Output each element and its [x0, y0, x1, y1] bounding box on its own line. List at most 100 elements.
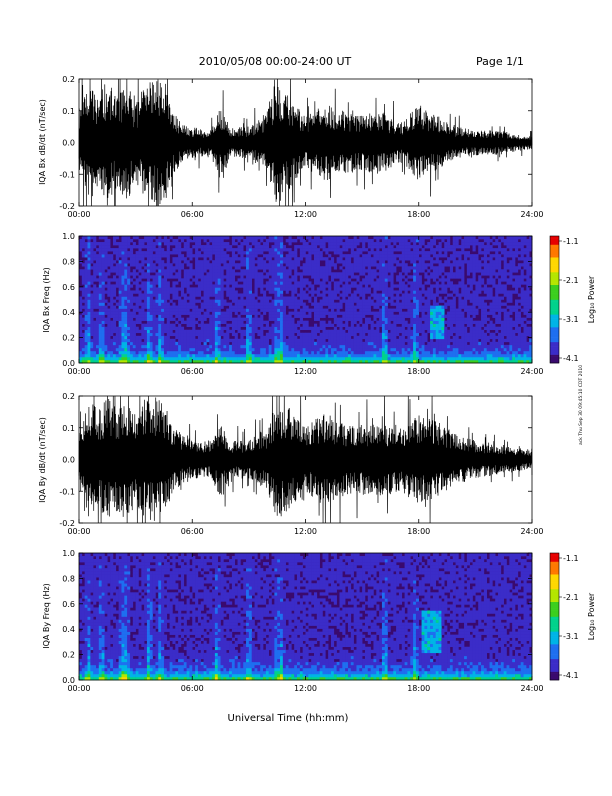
spectrogram-cell: [478, 351, 481, 354]
spectrogram-cell: [255, 318, 258, 321]
spectrogram-cell: [82, 272, 85, 275]
spectrogram-cell: [93, 327, 96, 330]
spectrogram-cell: [144, 296, 147, 299]
spectrogram-cell: [453, 290, 456, 293]
spectrogram-cell: [467, 354, 470, 357]
spectrogram-cell: [317, 278, 320, 281]
spectrogram-cell: [300, 245, 303, 248]
spectrogram-cell: [306, 236, 309, 239]
spectrogram-cell: [272, 354, 275, 357]
spectrogram-cell: [334, 318, 337, 321]
spectrogram-cell: [209, 266, 212, 269]
spectrogram-cell: [345, 309, 348, 312]
spectrogram-cell: [291, 321, 294, 324]
spectrogram-cell: [198, 345, 201, 348]
spectrogram-cell: [345, 357, 348, 360]
spectrogram-cell: [427, 275, 430, 278]
spectrogram-cell: [396, 309, 399, 312]
spectrogram-cell: [124, 293, 127, 296]
spectrogram-cell: [90, 351, 93, 354]
spectrogram-cell: [393, 327, 396, 330]
spectrogram-cell: [427, 357, 430, 360]
spectrogram-cell: [289, 257, 292, 260]
spectrogram-cell: [158, 278, 161, 281]
spectrogram-cell: [450, 303, 453, 306]
spectrogram-cell: [382, 239, 385, 242]
spectrogram-cell: [436, 248, 439, 251]
spectrogram-cell: [402, 306, 405, 309]
spectrogram-cell: [181, 284, 184, 287]
spectrogram-cell: [235, 312, 238, 315]
spectrogram-cell: [334, 336, 337, 339]
spectrogram-cell: [96, 300, 99, 303]
spectrogram-cell: [255, 303, 258, 306]
spectrogram-cell: [322, 248, 325, 251]
spectrogram-cell: [255, 272, 258, 275]
spectrogram-cell: [192, 339, 195, 342]
spectrogram-cell: [189, 296, 192, 299]
spectrogram-cell: [410, 357, 413, 360]
spectrogram-cell: [444, 245, 447, 248]
spectrogram-cell: [280, 357, 283, 360]
spectrogram-cell: [87, 333, 90, 336]
spectrogram-cell: [351, 333, 354, 336]
spectrogram-cell: [201, 324, 204, 327]
spectrogram-cell: [475, 239, 478, 242]
spectrogram-cell: [371, 351, 374, 354]
spectrogram-cell: [102, 281, 105, 284]
spectrogram-cell: [405, 272, 408, 275]
spectrogram-cell: [201, 357, 204, 360]
spectrogram-cell: [243, 300, 246, 303]
spectrogram-cell: [102, 354, 105, 357]
spectrogram-cell: [136, 272, 139, 275]
x-tick-label: 06:00: [181, 210, 204, 219]
spectrogram-cell: [354, 336, 357, 339]
spectrogram-cell: [441, 284, 444, 287]
spectrogram-cell: [447, 354, 450, 357]
spectrogram-cell: [161, 330, 164, 333]
spectrogram-cell: [246, 339, 249, 342]
spectrogram-cell: [113, 336, 116, 339]
spectrogram-cell: [280, 300, 283, 303]
spectrogram-cell: [464, 239, 467, 242]
spectrogram-cell: [444, 278, 447, 281]
spectrogram-cell: [345, 318, 348, 321]
spectrogram-cell: [436, 303, 439, 306]
spectrogram-cell: [170, 333, 173, 336]
spectrogram-cell: [289, 330, 292, 333]
spectrogram-cell: [260, 251, 263, 254]
spectrogram-cell: [172, 239, 175, 242]
spectrogram-cell: [464, 254, 467, 257]
spectrogram-cell: [96, 354, 99, 357]
spectrogram-cell: [390, 348, 393, 351]
spectrogram-cell: [192, 239, 195, 242]
spectrogram-cell: [308, 284, 311, 287]
spectrogram-cell: [263, 236, 266, 239]
spectrogram-cell: [342, 272, 345, 275]
spectrogram-cell: [430, 315, 433, 318]
spectrogram-cell: [456, 290, 459, 293]
spectrogram-cell: [388, 275, 391, 278]
spectrogram-cell: [116, 251, 119, 254]
spectrogram-cell: [447, 248, 450, 251]
spectrogram-cell: [379, 333, 382, 336]
spectrogram-cell: [263, 348, 266, 351]
spectrogram-cell: [124, 272, 127, 275]
spectrogram-cell: [342, 357, 345, 360]
spectrogram-cell: [314, 254, 317, 257]
spectrogram-cell: [187, 278, 190, 281]
spectrogram-cell: [308, 263, 311, 266]
spectrogram-cell: [373, 290, 376, 293]
spectrogram-cell: [119, 266, 122, 269]
spectrogram-cell: [240, 272, 243, 275]
spectrogram-cell: [359, 306, 362, 309]
spectrogram-cell: [405, 321, 408, 324]
spectrogram-cell: [464, 318, 467, 321]
spectrogram-cell: [240, 296, 243, 299]
spectrogram-cell: [461, 327, 464, 330]
spectrogram-cell: [99, 284, 102, 287]
x-tick-label: 24:00: [520, 210, 543, 219]
spectrogram-cell: [161, 269, 164, 272]
spectrogram-cell: [354, 242, 357, 245]
spectrogram-cell: [368, 242, 371, 245]
